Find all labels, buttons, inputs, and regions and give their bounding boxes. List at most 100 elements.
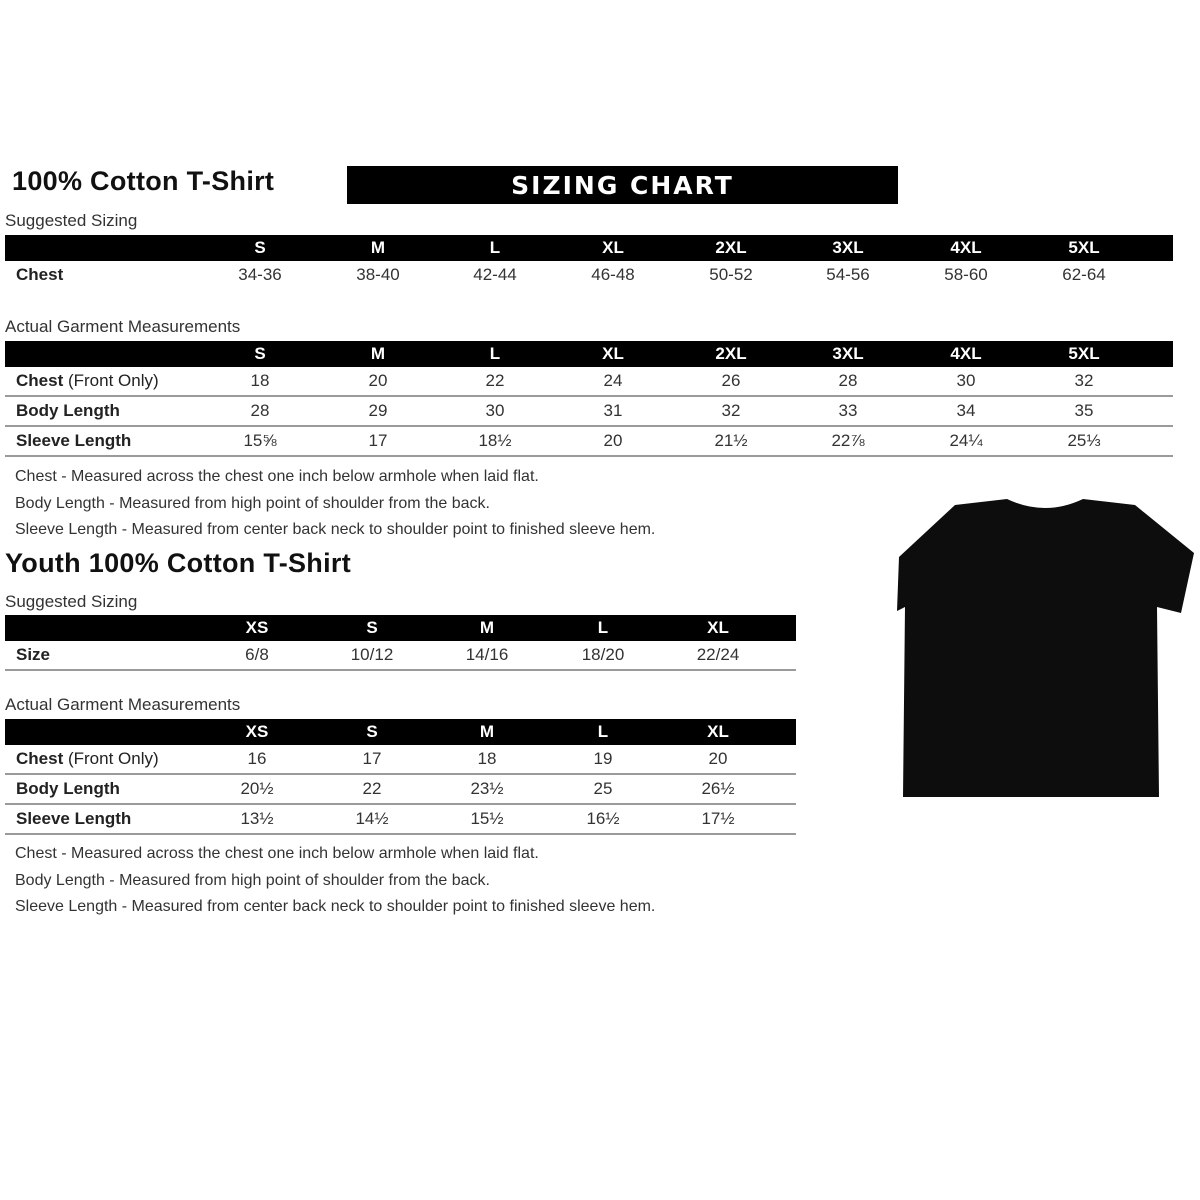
size-header: 4XL: [950, 238, 982, 257]
table-cell: 20: [368, 371, 388, 390]
table-cell: 22: [362, 779, 382, 798]
size-header: XS: [245, 618, 269, 637]
table-cell: 22/24: [696, 645, 740, 664]
size-header-row: XS S M L XL: [5, 719, 796, 745]
row-label: Sleeve Length: [16, 809, 132, 828]
table-row: Body Length 20½ 22 23½ 25 26½: [5, 775, 796, 805]
table-cell: 35: [1074, 401, 1094, 420]
row-label-note: (Front Only): [63, 371, 159, 390]
table-cell: 17: [362, 749, 382, 768]
size-header: 3XL: [832, 344, 864, 363]
size-header: 4XL: [950, 344, 982, 363]
size-header-row: S M L XL 2XL 3XL 4XL 5XL: [5, 235, 1173, 261]
table-cell: 20½: [240, 779, 274, 798]
table-cell: 17½: [701, 809, 735, 828]
size-header: S: [366, 618, 378, 637]
table-cell: 34-36: [238, 265, 282, 284]
table-cell: 32: [1074, 371, 1094, 390]
adult-notes: Chest - Measured across the chest one in…: [15, 464, 655, 544]
size-header: XL: [602, 344, 624, 363]
tshirt-image: [897, 499, 1194, 797]
table-cell: 25: [593, 779, 613, 798]
note-line: Sleeve Length - Measured from center bac…: [15, 521, 656, 538]
size-header: L: [597, 722, 609, 741]
table-cell: 16: [247, 749, 267, 768]
row-label: Chest (Front Only): [16, 749, 159, 768]
table-cell: 29: [368, 401, 388, 420]
size-header: L: [489, 344, 501, 363]
size-header: S: [254, 238, 266, 257]
size-header: M: [370, 344, 386, 363]
table-cell: 15½: [470, 809, 504, 828]
table-cell: 58-60: [944, 265, 988, 284]
table-cell: 50-52: [709, 265, 753, 284]
note-line: Body Length - Measured from high point o…: [15, 871, 490, 889]
table-row: Chest (Front Only) 18 20 22 24 26 28 30 32: [5, 367, 1173, 397]
table-cell: 24: [603, 371, 623, 390]
adult-suggested-label: Suggested Sizing: [5, 211, 138, 230]
table-cell: 32: [721, 401, 741, 420]
row-label: Body Length: [16, 779, 120, 798]
youth-actual-label: Actual Garment Measurements: [5, 695, 241, 714]
table-cell: 31: [603, 401, 623, 420]
row-label-note: (Front Only): [63, 749, 159, 768]
adult-title: 100% Cotton T-Shirt: [12, 166, 275, 196]
note-line: Chest - Measured across the chest one in…: [15, 468, 539, 485]
youth-actual-table: XS S M L XL Chest (Front Only) 16 17 18 19 20 Body …: [5, 719, 796, 835]
size-header: L: [597, 618, 609, 637]
table-row: Sleeve Length 13½ 14½ 15½ 16½ 17½: [5, 805, 796, 835]
size-header: XL: [602, 238, 624, 257]
size-header: S: [366, 722, 378, 741]
table-row: Chest 34-36 38-40 42-44 46-48 50-52 54-56 58-60…: [5, 261, 1173, 289]
size-header: M: [370, 238, 386, 257]
size-header: 2XL: [715, 238, 747, 257]
size-header: XL: [707, 722, 729, 741]
table-cell: 33: [838, 401, 858, 420]
note-line: Sleeve Length - Measured from center bac…: [15, 898, 656, 915]
table-cell: 22⅞: [831, 431, 865, 450]
table-cell: 14/16: [465, 645, 509, 664]
table-cell: 18: [477, 749, 497, 768]
sizing-chart-banner: SIZING CHART: [347, 166, 898, 204]
table-cell: 20: [708, 749, 728, 768]
table-cell: 22: [485, 371, 505, 390]
table-cell: 42-44: [473, 265, 517, 284]
table-cell: 10/12: [350, 645, 394, 664]
youth-title: Youth 100% Cotton T-Shirt: [5, 548, 351, 578]
table-row: Body Length 28 29 30 31 32 33 34 35: [5, 397, 1173, 427]
row-label: Sleeve Length: [16, 431, 132, 450]
table-cell: 30: [485, 401, 505, 420]
note-line: Body Length - Measured from high point o…: [15, 494, 490, 512]
table-cell: 28: [250, 401, 270, 420]
size-header-row: S M L XL 2XL 3XL 4XL 5XL: [5, 341, 1173, 367]
table-row: Size 6/8 10/12 14/16 18/20 22/24: [5, 641, 796, 671]
youth-notes: Chest - Measured across the chest one in…: [15, 841, 655, 921]
table-cell: 13½: [240, 809, 274, 828]
table-cell: 6/8: [245, 645, 269, 664]
size-header: 5XL: [1068, 238, 1100, 257]
table-cell: 21½: [714, 431, 748, 450]
table-cell: 38-40: [356, 265, 400, 284]
table-row: Chest (Front Only) 16 17 18 19 20: [5, 745, 796, 775]
size-header: M: [479, 722, 495, 741]
table-cell: 26½: [701, 779, 735, 798]
table-cell: 14½: [355, 809, 389, 828]
row-label: Chest (Front Only): [16, 371, 159, 390]
size-header: 2XL: [715, 344, 747, 363]
table-cell: 23½: [470, 779, 504, 798]
table-cell: 26: [721, 371, 741, 390]
table-cell: 28: [838, 371, 858, 390]
table-cell: 17: [368, 431, 388, 450]
table-cell: 34: [956, 401, 976, 420]
row-label: Chest: [16, 265, 64, 284]
table-cell: 15⅝: [243, 431, 277, 450]
table-row: Sleeve Length 15⅝ 17 18½ 20 21½ 22⅞ 24¼ 25⅓: [5, 427, 1173, 457]
table-cell: 19: [593, 749, 613, 768]
size-header: XL: [707, 618, 729, 637]
table-cell: 30: [956, 371, 976, 390]
row-label: Size: [16, 645, 51, 664]
adult-actual-table: S M L XL 2XL 3XL 4XL 5XL Chest (Front Only) 18 20 2…: [5, 341, 1173, 457]
note-line: Chest - Measured across the chest one in…: [15, 845, 539, 862]
table-cell: 18/20: [581, 645, 625, 664]
row-label: Body Length: [16, 401, 120, 420]
